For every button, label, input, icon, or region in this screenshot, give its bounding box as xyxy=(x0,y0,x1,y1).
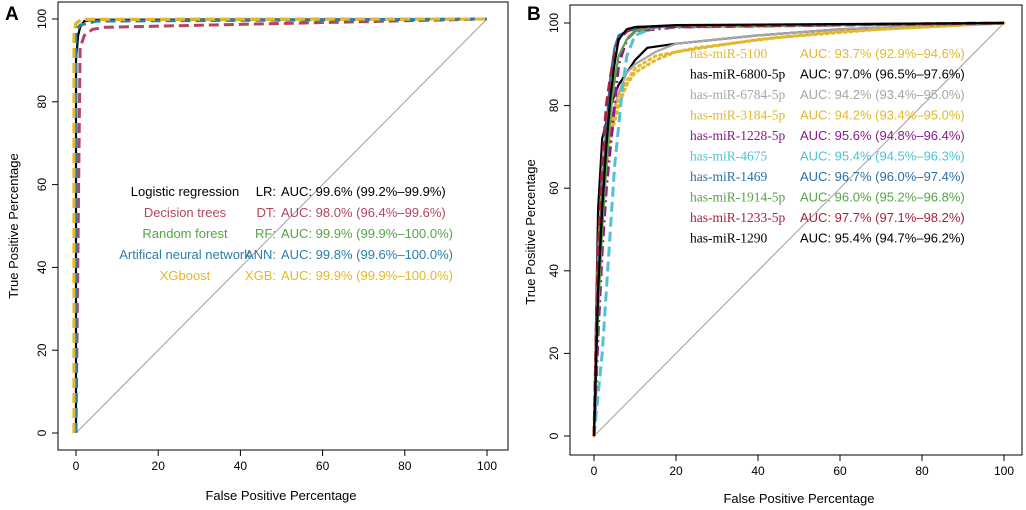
panel-b-frame xyxy=(569,4,1023,456)
panel-b-ytick-label: 40 xyxy=(547,264,561,278)
legend-b-name: has-miR-6784-5p xyxy=(690,87,785,102)
panel-b-ylabel: True Positive Percentage xyxy=(523,159,538,304)
legend-a-auc: AUC: 99.9% (99.9%–100.0%) xyxy=(281,268,453,283)
panel-a: 0 20 40 60 80 100 0 20 40 60 80 100 A False Positi… xyxy=(5,1,509,503)
panel-b-ytick-label: 60 xyxy=(547,181,561,195)
roc-curve-has-mir-1290 xyxy=(592,21,1005,437)
legend-b-auc: AUC: 97.7% (97.1%–98.2%) xyxy=(800,210,965,225)
legend-b-name: has-miR-1290 xyxy=(690,231,767,246)
legend-b-auc: AUC: 94.2% (93.4%–95.0%) xyxy=(800,108,965,123)
legend-b-name: has-miR-1233-5p xyxy=(690,210,785,225)
legend-a-name: XGboost xyxy=(160,268,211,283)
panel-b-ytick-label: 100 xyxy=(547,13,561,33)
panel-a-xtick-label: 100 xyxy=(477,459,497,473)
panel-a-ylabel: True Positive Percentage xyxy=(6,153,21,298)
legend-a-name: Artifical neural network xyxy=(119,247,251,262)
panel-a-xlabel: False Positive Percentage xyxy=(205,488,356,503)
legend-a-name: Decision trees xyxy=(144,205,227,220)
roc-curve-has-mir-4675 xyxy=(592,21,1005,437)
panel-b: 0 20 40 60 80 100 0 20 40 60 80 100 B False Positi… xyxy=(523,4,1023,506)
legend-b-auc: AUC: 94.2% (93.4%–95.0%) xyxy=(800,87,965,102)
panel-b-xtick-label: 80 xyxy=(915,464,929,478)
legend-b-name: has-miR-1469 xyxy=(690,169,767,184)
legend-a-name: Logistic regression xyxy=(131,184,239,199)
legend-a-auc: AUC: 99.8% (99.6%–100.0%) xyxy=(281,247,453,262)
panel-a-ytick-label: 60 xyxy=(35,178,49,192)
legend-b-auc: AUC: 95.4% (94.5%–96.3%) xyxy=(800,149,965,164)
panel-a-ytick-label: 0 xyxy=(35,429,49,436)
roc-curve-ann xyxy=(74,17,488,433)
legend-b-auc: AUC: 97.0% (96.5%–97.6%) xyxy=(800,67,965,82)
legend-b-name: has-miR-6800-5p xyxy=(690,67,785,82)
panel-a-ytick-label: 100 xyxy=(35,9,49,29)
legend-b-auc: AUC: 95.4% (94.7%–96.2%) xyxy=(800,231,965,246)
panel-b-label: B xyxy=(527,4,541,25)
panel-a-xtick-label: 60 xyxy=(316,459,330,473)
legend-b-auc: AUC: 96.7% (96.0%–97.4%) xyxy=(800,169,965,184)
legend-a-auc: AUC: 99.9% (99.9%–100.0%) xyxy=(281,226,453,241)
panel-a-xtick-label: 40 xyxy=(234,459,248,473)
legend-b-auc: AUC: 95.6% (94.8%–96.4%) xyxy=(800,128,965,143)
panel-a-ytick-label: 20 xyxy=(35,343,49,357)
legend-b-auc: AUC: 93.7% (92.9%–94.6%) xyxy=(800,46,965,61)
roc-curve-has-mir-1228-5p xyxy=(592,21,1005,437)
panel-b-xtick-label: 20 xyxy=(669,464,683,478)
panel-b-ytick-label: 20 xyxy=(547,346,561,360)
legend-b-auc: AUC: 96.0% (95.2%–96.8%) xyxy=(800,190,965,205)
legend-a-abbr: ANN: xyxy=(245,247,276,262)
legend-a-name: Random forest xyxy=(142,226,228,241)
panel-a-label: A xyxy=(5,4,19,25)
legend-a-auc: AUC: 99.6% (99.2%–99.9%) xyxy=(281,184,446,199)
panel-b-ytick-label: 80 xyxy=(547,99,561,113)
panel-b-xtick-label: 0 xyxy=(591,464,598,478)
roc-curve-xgb xyxy=(72,17,488,433)
panel-a-xtick-label: 20 xyxy=(152,459,166,473)
legend-b-name: has-miR-5100 xyxy=(690,46,767,61)
legend-b-name: has-miR-1914-5p xyxy=(690,190,785,205)
panel-a-ytick-label: 40 xyxy=(35,260,49,274)
panel-a-xtick-label: 80 xyxy=(398,459,412,473)
panel-b-diagonal xyxy=(593,22,1005,437)
legend-a-abbr: DT: xyxy=(257,205,277,220)
panel-a-diagonal xyxy=(75,18,488,434)
legend-b-name: has-miR-4675 xyxy=(690,149,767,164)
panel-a-ytick-label: 80 xyxy=(35,95,49,109)
legend-b-name: has-miR-1228-5p xyxy=(690,128,785,143)
legend-a-abbr: LR: xyxy=(256,184,276,199)
legend-b-name: has-miR-3184-5p xyxy=(690,108,785,123)
panel-b-ytick-label: 0 xyxy=(547,432,561,439)
panel-b-xtick-label: 60 xyxy=(833,464,847,478)
panel-a-frame xyxy=(57,1,509,451)
roc-curve-dt xyxy=(74,17,488,434)
legend-a-auc: AUC: 98.0% (96.4%–99.6%) xyxy=(281,205,446,220)
panel-b-xtick-label: 100 xyxy=(994,464,1014,478)
legend-a-abbr: XGB: xyxy=(245,268,276,283)
panel-b-legend: has-miR-5100 AUC: 93.7% (92.9%–94.6%) has-… xyxy=(690,46,965,246)
panel-b-xlabel: False Positive Percentage xyxy=(723,491,874,506)
panel-a-xtick-label: 0 xyxy=(73,459,80,473)
legend-a-abbr: RF: xyxy=(255,226,276,241)
panel-b-xtick-label: 40 xyxy=(751,464,765,478)
panel-a-legend: Logistic regression LR: AUC: 99.6% (99.2%–… xyxy=(119,184,453,283)
